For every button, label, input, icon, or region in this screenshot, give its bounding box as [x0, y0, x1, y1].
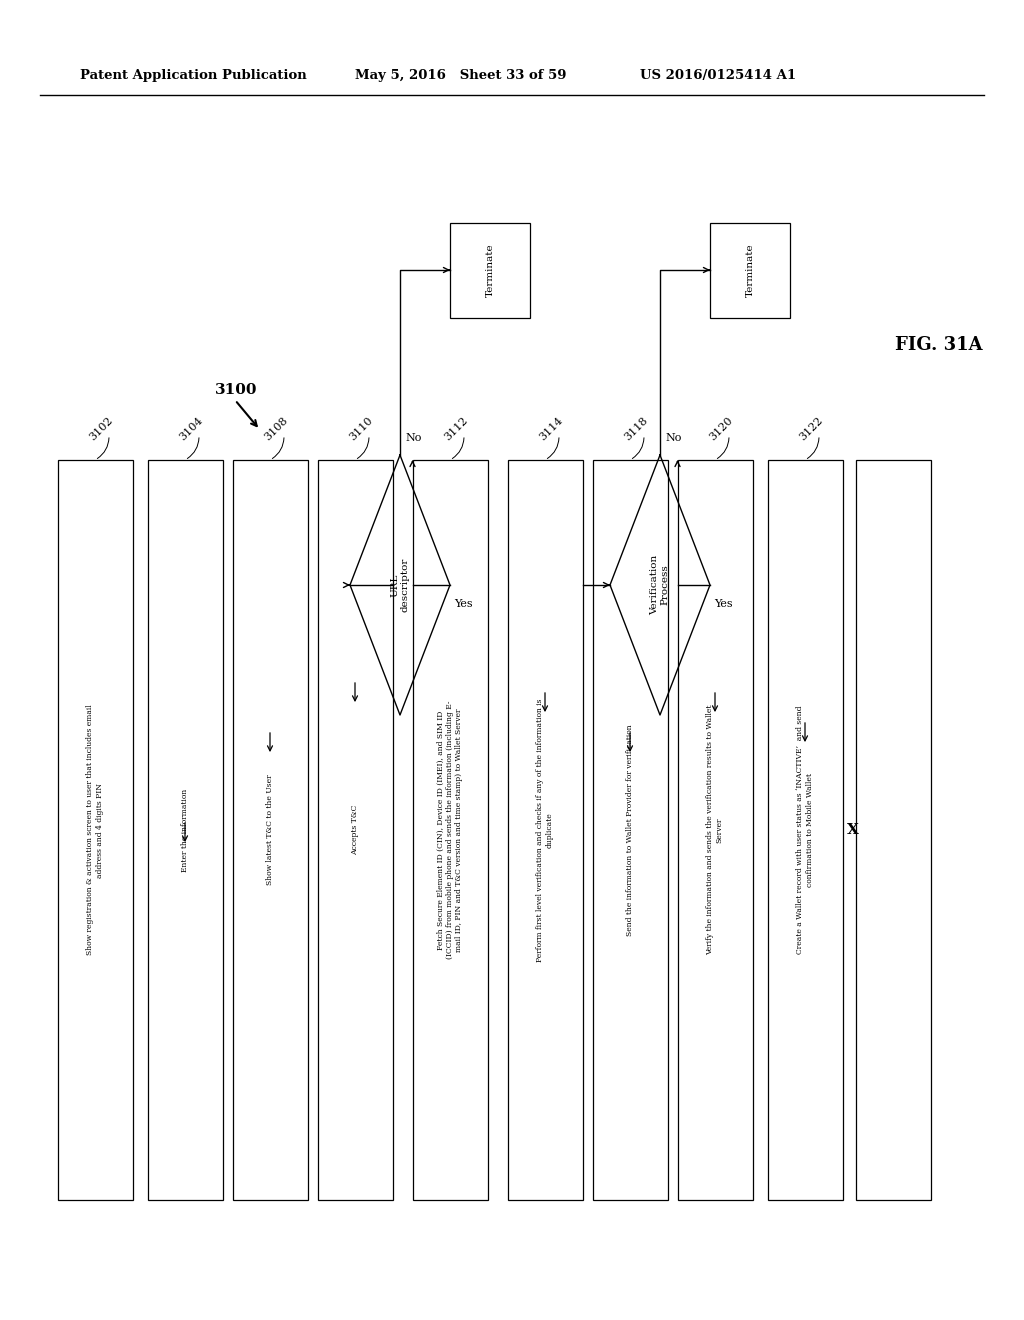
Text: Show latest T&C to the User: Show latest T&C to the User [266, 775, 274, 886]
Text: No: No [406, 433, 421, 444]
Text: 3120: 3120 [708, 414, 734, 442]
Text: 3104: 3104 [177, 414, 205, 442]
Text: Enter the information: Enter the information [181, 788, 189, 871]
Text: URL
descriptor: URL descriptor [390, 558, 410, 612]
Bar [508, 459, 583, 1200]
Text: Terminate: Terminate [745, 243, 755, 297]
Text: 3118: 3118 [623, 414, 649, 442]
Text: Accepts T&C: Accepts T&C [351, 805, 359, 855]
Bar [593, 459, 668, 1200]
Text: Patent Application Publication: Patent Application Publication [80, 69, 307, 82]
Bar [232, 459, 307, 1200]
Text: Terminate: Terminate [485, 243, 495, 297]
Text: Show registration & activation screen to user that includes email
address and 4 : Show registration & activation screen to… [86, 705, 103, 956]
Bar [855, 459, 931, 1200]
Text: Verification
Process: Verification Process [650, 554, 670, 615]
Bar [768, 459, 843, 1200]
Bar [678, 459, 753, 1200]
Text: Fetch Secure Element ID (CIN), Device ID (IMEI), and SIM ID
(ICCID) from mobile : Fetch Secure Element ID (CIN), Device ID… [437, 701, 463, 960]
Bar [710, 223, 790, 318]
Text: 3110: 3110 [347, 414, 375, 442]
Text: 3114: 3114 [538, 414, 564, 442]
Text: X: X [847, 822, 858, 837]
Text: 3100: 3100 [215, 383, 257, 397]
Text: 3112: 3112 [442, 414, 470, 442]
Bar [57, 459, 132, 1200]
Text: Verify the information and sends the verification results to Wallet
Server: Verify the information and sends the ver… [707, 705, 724, 956]
Text: Perform first level verification and checks if any of the information is
duplica: Perform first level verification and che… [537, 698, 554, 962]
Text: FIG. 31A: FIG. 31A [895, 337, 983, 354]
Bar [147, 459, 222, 1200]
Bar [413, 459, 487, 1200]
Bar [317, 459, 392, 1200]
Text: Create a Wallet record with user status as ‘INACTIVE’  and send
confirmation to : Create a Wallet record with user status … [797, 706, 814, 954]
Text: 3102: 3102 [87, 414, 115, 442]
Text: Yes: Yes [454, 599, 473, 609]
Text: Yes: Yes [714, 599, 732, 609]
Text: 3108: 3108 [262, 414, 290, 442]
Text: Send the information to Wallet Provider for verification: Send the information to Wallet Provider … [626, 725, 634, 936]
Text: 3122: 3122 [798, 414, 824, 442]
Text: No: No [665, 433, 681, 444]
Bar [450, 223, 530, 318]
Text: US 2016/0125414 A1: US 2016/0125414 A1 [640, 69, 796, 82]
Text: May 5, 2016   Sheet 33 of 59: May 5, 2016 Sheet 33 of 59 [355, 69, 566, 82]
